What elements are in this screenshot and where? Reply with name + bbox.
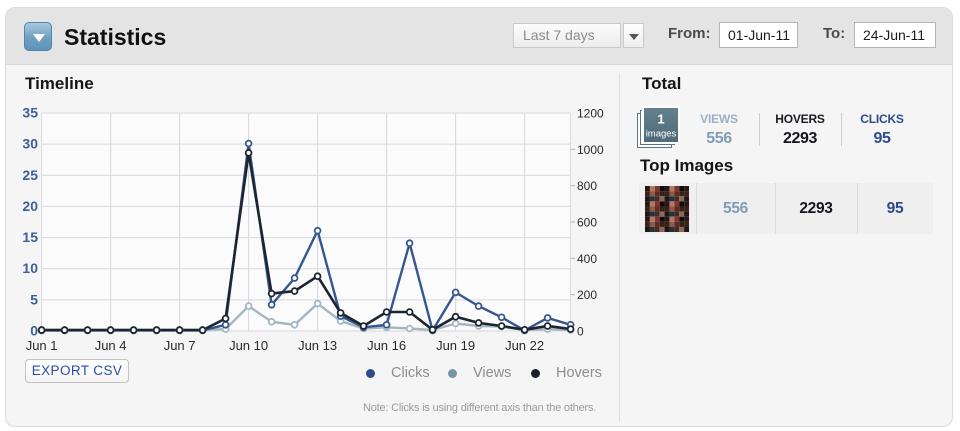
svg-text:1200: 1200 — [577, 107, 604, 121]
svg-text:Jun 10: Jun 10 — [229, 338, 268, 353]
svg-text:10: 10 — [22, 260, 38, 276]
svg-text:Jun 19: Jun 19 — [436, 338, 475, 353]
svg-text:Jun 16: Jun 16 — [367, 338, 406, 353]
svg-text:20: 20 — [22, 198, 38, 214]
svg-text:0: 0 — [30, 323, 38, 339]
svg-text:Jun 1: Jun 1 — [26, 338, 58, 353]
svg-text:1: 1 — [657, 112, 664, 127]
svg-text:Jun 7: Jun 7 — [164, 338, 196, 353]
svg-text:600: 600 — [577, 216, 597, 230]
svg-text:Jun 13: Jun 13 — [298, 338, 337, 353]
svg-text:15: 15 — [22, 229, 38, 245]
svg-text:200: 200 — [577, 288, 597, 302]
svg-text:Jun 4: Jun 4 — [95, 338, 127, 353]
svg-text:30: 30 — [22, 136, 38, 152]
svg-text:5: 5 — [30, 291, 38, 307]
svg-text:35: 35 — [22, 105, 38, 121]
svg-text:1000: 1000 — [577, 143, 604, 157]
svg-text:800: 800 — [577, 179, 597, 193]
svg-text:400: 400 — [577, 252, 597, 266]
svg-text:25: 25 — [22, 167, 38, 183]
svg-text:images: images — [646, 129, 677, 140]
svg-text:Jun 22: Jun 22 — [505, 338, 544, 353]
svg-text:0: 0 — [577, 325, 584, 339]
